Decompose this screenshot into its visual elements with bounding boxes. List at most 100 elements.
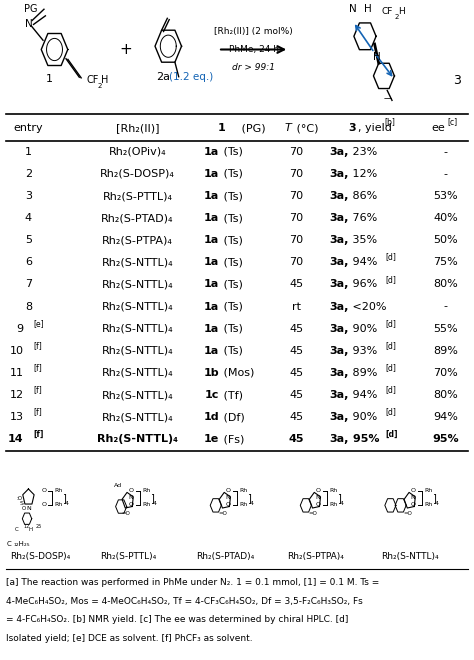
Text: (Ts): (Ts) bbox=[220, 323, 243, 334]
Text: 80%: 80% bbox=[433, 279, 458, 290]
Text: 45: 45 bbox=[289, 368, 303, 378]
Text: 4: 4 bbox=[153, 501, 156, 506]
Text: -: - bbox=[444, 302, 447, 312]
Text: 3a,: 3a, bbox=[329, 434, 348, 444]
Text: 12: 12 bbox=[9, 390, 24, 400]
Text: 7: 7 bbox=[25, 279, 32, 290]
Text: S: S bbox=[20, 501, 24, 506]
Text: =O: =O bbox=[218, 512, 227, 516]
Text: 90%: 90% bbox=[349, 412, 378, 422]
Text: CF: CF bbox=[382, 7, 393, 16]
Text: PhMe, 24 h: PhMe, 24 h bbox=[228, 45, 279, 54]
Text: N: N bbox=[349, 3, 357, 14]
Text: (Ts): (Ts) bbox=[220, 147, 243, 157]
Text: O: O bbox=[226, 488, 231, 493]
Text: ]: ] bbox=[150, 493, 154, 503]
Text: 6: 6 bbox=[25, 257, 32, 267]
Text: (Ts): (Ts) bbox=[220, 191, 243, 201]
Text: [f]: [f] bbox=[33, 385, 42, 394]
Text: H: H bbox=[365, 3, 372, 14]
Text: 3a,: 3a, bbox=[329, 412, 348, 422]
Text: [b]: [b] bbox=[384, 117, 395, 126]
Text: Rh: Rh bbox=[55, 488, 63, 493]
Text: [Rh₂(II)]: [Rh₂(II)] bbox=[116, 123, 159, 133]
Text: Ad: Ad bbox=[114, 483, 123, 488]
Text: 70: 70 bbox=[289, 169, 303, 179]
Text: 45: 45 bbox=[289, 434, 304, 444]
Text: Rh₂(S-DOSP)₄: Rh₂(S-DOSP)₄ bbox=[100, 169, 175, 179]
Text: [e]: [e] bbox=[33, 319, 44, 328]
Text: H: H bbox=[398, 7, 405, 16]
Text: ]: ] bbox=[432, 493, 436, 503]
Text: 1a: 1a bbox=[204, 323, 219, 334]
Text: 55%: 55% bbox=[433, 323, 458, 334]
Text: (Ts): (Ts) bbox=[220, 213, 243, 223]
Text: 12: 12 bbox=[24, 525, 30, 529]
Text: (Mos): (Mos) bbox=[220, 368, 255, 378]
Text: ]: ] bbox=[337, 493, 341, 503]
Text: 50%: 50% bbox=[433, 235, 458, 246]
Text: 95%: 95% bbox=[432, 434, 459, 444]
Text: 4: 4 bbox=[65, 501, 69, 506]
Text: 1: 1 bbox=[218, 123, 225, 133]
Text: [a] The reaction was performed in PhMe under N₂. 1 = 0.1 mmol, [1] = 0.1 M. Ts =: [a] The reaction was performed in PhMe u… bbox=[6, 578, 379, 587]
Text: Rh₂(S-NTTL)₄: Rh₂(S-NTTL)₄ bbox=[101, 302, 173, 312]
Text: Rh₂(S-NTTL)₄: Rh₂(S-NTTL)₄ bbox=[101, 390, 173, 400]
Text: [f]: [f] bbox=[33, 430, 44, 438]
Text: 1a: 1a bbox=[204, 191, 219, 201]
Text: 2: 2 bbox=[394, 14, 399, 20]
Text: O: O bbox=[129, 488, 134, 493]
Text: C: C bbox=[7, 541, 12, 546]
Text: Rh₂(S-PTAD)₄: Rh₂(S-PTAD)₄ bbox=[101, 213, 173, 223]
Text: 3: 3 bbox=[454, 74, 461, 87]
Text: 3a,: 3a, bbox=[329, 213, 348, 223]
Text: O: O bbox=[129, 502, 134, 508]
Text: 1: 1 bbox=[46, 74, 53, 84]
Text: Rh: Rh bbox=[142, 502, 151, 508]
Text: 3a,: 3a, bbox=[329, 257, 348, 267]
Text: 1a: 1a bbox=[204, 279, 219, 290]
Text: +: + bbox=[119, 42, 132, 57]
Text: Rh: Rh bbox=[424, 502, 433, 508]
Text: <20%: <20% bbox=[349, 302, 387, 312]
Text: 1c: 1c bbox=[205, 390, 219, 400]
Text: 4: 4 bbox=[25, 213, 32, 223]
Text: —: — bbox=[383, 94, 392, 103]
Text: [d]: [d] bbox=[386, 319, 397, 328]
Text: 3a,: 3a, bbox=[329, 346, 348, 356]
Text: O: O bbox=[316, 502, 321, 508]
Text: Rh₂(S-PTAD)₄: Rh₂(S-PTAD)₄ bbox=[196, 552, 254, 561]
Text: 3a,: 3a, bbox=[329, 235, 348, 246]
Text: Rh: Rh bbox=[329, 502, 338, 508]
Text: 3a,: 3a, bbox=[329, 368, 348, 378]
Text: 94%: 94% bbox=[349, 257, 378, 267]
Text: 8: 8 bbox=[25, 302, 32, 312]
Text: 1a: 1a bbox=[204, 147, 219, 157]
Text: (PG): (PG) bbox=[238, 123, 265, 133]
Text: (Ts): (Ts) bbox=[220, 346, 243, 356]
Text: 12%: 12% bbox=[349, 169, 378, 179]
Text: 89%: 89% bbox=[349, 368, 378, 378]
Text: 3a,: 3a, bbox=[329, 302, 348, 312]
Text: =O: =O bbox=[121, 512, 130, 516]
Text: Rh₂(S-NTTL)₄: Rh₂(S-NTTL)₄ bbox=[101, 412, 173, 422]
Text: 1b: 1b bbox=[203, 368, 219, 378]
Text: [d]: [d] bbox=[386, 341, 397, 350]
Text: 2: 2 bbox=[25, 169, 32, 179]
Text: Rh: Rh bbox=[424, 488, 433, 493]
Text: 95%: 95% bbox=[349, 434, 380, 444]
Text: [Rh₂(II)] (2 mol%): [Rh₂(II)] (2 mol%) bbox=[214, 26, 293, 36]
Text: 93%: 93% bbox=[349, 346, 378, 356]
Text: ]: ] bbox=[63, 493, 66, 503]
Text: Rh₂(S-NTTL)₄: Rh₂(S-NTTL)₄ bbox=[97, 434, 178, 444]
Text: 5: 5 bbox=[25, 235, 32, 246]
Text: 70: 70 bbox=[289, 213, 303, 223]
Text: ee: ee bbox=[431, 123, 446, 133]
Text: N: N bbox=[410, 494, 415, 500]
Text: Rh: Rh bbox=[329, 488, 338, 493]
Text: 86%: 86% bbox=[349, 191, 378, 201]
Text: 1a: 1a bbox=[204, 169, 219, 179]
Text: 3a,: 3a, bbox=[329, 279, 348, 290]
Text: 70: 70 bbox=[289, 191, 303, 201]
Text: 96%: 96% bbox=[349, 279, 378, 290]
